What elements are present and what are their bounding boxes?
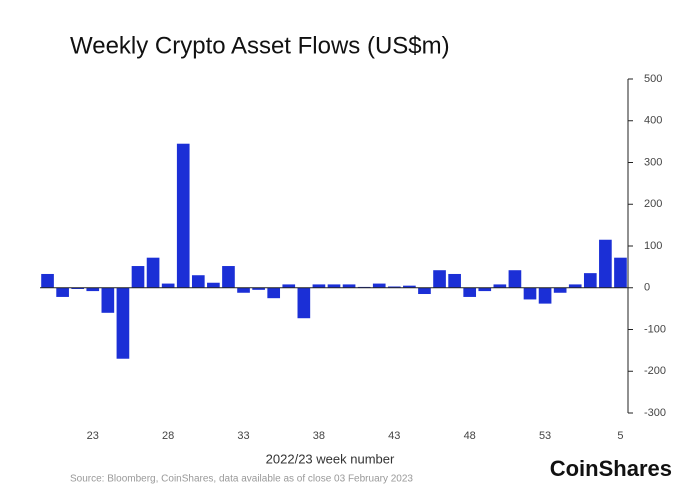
x-tick-label: 43: [388, 430, 400, 442]
bar: [463, 287, 477, 297]
bar: [131, 266, 145, 288]
bar: [614, 257, 627, 288]
brand-logo: CoinShares: [550, 456, 672, 481]
bar: [207, 282, 220, 288]
bar: [327, 284, 341, 288]
bar: [101, 287, 115, 313]
x-tick-label: 33: [237, 430, 249, 442]
bar: [403, 285, 416, 288]
y-tick-label: 100: [644, 240, 662, 252]
bar: [56, 287, 69, 297]
bar: [433, 270, 446, 288]
x-tick-label: 48: [464, 430, 476, 442]
bar: [553, 287, 567, 293]
bar: [222, 266, 235, 288]
bar: [267, 287, 281, 299]
bar: [176, 143, 190, 288]
bar: [372, 283, 386, 288]
x-tick-label: 53: [539, 430, 551, 442]
y-tick-label: -200: [644, 365, 666, 377]
bar: [448, 273, 461, 288]
x-tick-label: 38: [313, 430, 325, 442]
y-tick-label: -300: [644, 407, 666, 419]
y-tick-label: -100: [644, 323, 666, 335]
x-tick-label: 28: [162, 430, 174, 442]
y-tick-label: 500: [644, 73, 662, 85]
x-axis-label: 2022/23 week number: [266, 451, 395, 466]
bar: [387, 286, 401, 288]
bar: [508, 270, 522, 288]
bar: [191, 275, 205, 288]
bar: [599, 239, 612, 288]
bar: [568, 284, 582, 288]
bar: [161, 283, 175, 288]
bar: [237, 287, 250, 293]
bar: [312, 284, 326, 288]
y-tick-label: 300: [644, 156, 662, 168]
source-note: Source: Bloomberg, CoinShares, data avai…: [70, 474, 413, 485]
bar: [493, 284, 507, 288]
bar: [478, 287, 492, 292]
chart-title: Weekly Crypto Asset Flows (US$m): [70, 32, 450, 59]
bar: [252, 287, 265, 290]
bar: [71, 287, 85, 290]
bar: [583, 273, 597, 288]
x-tick-label: 23: [87, 430, 99, 442]
bar: [297, 287, 311, 319]
bar: [538, 287, 552, 304]
bar: [418, 287, 431, 295]
bar: [523, 287, 537, 300]
y-tick-label: 400: [644, 115, 662, 127]
x-tick-label: 5: [617, 430, 623, 442]
bar: [146, 257, 160, 288]
bar: [342, 284, 356, 288]
y-tick-label: 0: [644, 282, 650, 294]
y-tick-label: 200: [644, 198, 662, 210]
bar: [116, 287, 130, 359]
bar: [41, 273, 54, 288]
bar: [86, 287, 100, 292]
bar: [282, 284, 296, 288]
